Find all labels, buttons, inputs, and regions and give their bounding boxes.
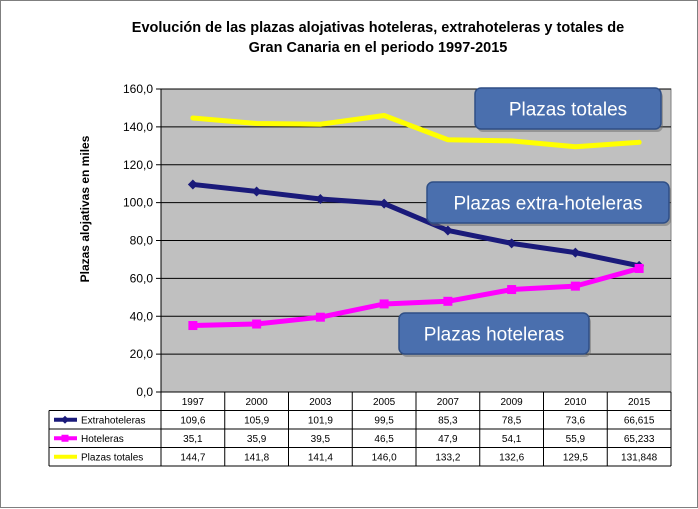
- x-tick-label: 2007: [437, 397, 460, 408]
- data-label: 133,2: [435, 452, 460, 463]
- x-tick-label: 2005: [373, 397, 396, 408]
- callout-box: [426, 181, 670, 224]
- x-tick-label: 2009: [501, 397, 524, 408]
- data-label: 54,1: [502, 434, 522, 445]
- data-point: [506, 238, 517, 249]
- x-tick-label: 2015: [628, 397, 651, 408]
- callouts: Plazas totales Plazas extra-hoteleras Plaz…: [398, 87, 671, 357]
- data-label: 131,848: [621, 452, 658, 463]
- data-point: [570, 281, 580, 291]
- data-label: 99,5: [374, 415, 394, 426]
- data-point: [379, 299, 389, 309]
- callout-box: [398, 312, 590, 355]
- data-label: 105,9: [244, 415, 269, 426]
- callout-label: Plazas totales: [509, 100, 627, 121]
- data-label: 144,7: [180, 452, 205, 463]
- data-label: 39,5: [311, 434, 331, 445]
- series-line-plazas-totales: [190, 113, 642, 150]
- y-tick-label: 140,0: [123, 120, 153, 134]
- y-tick-label: 100,0: [123, 196, 153, 210]
- data-label: 65,233: [624, 434, 655, 445]
- series-line-hoteleras: [190, 265, 642, 329]
- data-label: 55,9: [566, 434, 586, 445]
- legend-label: Plazas totales: [81, 452, 143, 463]
- data-point: [315, 312, 325, 322]
- x-tick-label: 2010: [564, 397, 587, 408]
- data-point: [634, 263, 644, 273]
- data-label: 146,0: [372, 452, 397, 463]
- data-label: 141,4: [308, 452, 333, 463]
- data-label: 46,5: [374, 434, 394, 445]
- callout-label: Plazas extra-hoteleras: [453, 194, 642, 215]
- data-label: 132,6: [499, 452, 524, 463]
- y-tick-label: 160,0: [123, 82, 153, 96]
- data-label: 85,3: [438, 415, 458, 426]
- y-tick-label: 60,0: [130, 271, 154, 285]
- data-point: [443, 296, 453, 306]
- data-label: 73,6: [566, 415, 586, 426]
- x-tick-label: 1997: [182, 397, 205, 408]
- y-tick-label: 40,0: [130, 309, 154, 323]
- x-tick-label: 2000: [246, 397, 269, 408]
- chart-title-line-2: Gran Canaria en el periodo 1997-2015: [249, 40, 508, 56]
- legend-label: Extrahoteleras: [81, 415, 145, 426]
- data-label: 109,6: [180, 415, 205, 426]
- data-point: [379, 198, 390, 209]
- series-line-extrahoteleras: [190, 181, 642, 269]
- y-tick-label: 120,0: [123, 158, 153, 172]
- data-point: [252, 319, 262, 329]
- data-label: 141,8: [244, 452, 269, 463]
- data-table: 1997 2000 2003 2005 2007 2009 2010 2015 Extrahot…: [48, 391, 672, 467]
- y-tick-label: 80,0: [130, 234, 154, 248]
- data-point: [251, 186, 262, 197]
- data-label: 66,615: [624, 415, 655, 426]
- chart-title-line-1: Evolución de las plazas alojativas hotel…: [132, 20, 624, 36]
- data-label: 35,1: [183, 434, 203, 445]
- legend-key-marker: [61, 415, 69, 424]
- data-point: [570, 247, 581, 258]
- data-point: [507, 285, 517, 295]
- callout-box: [474, 87, 662, 130]
- y-tick-label: 20,0: [130, 347, 154, 361]
- data-label: 47,9: [438, 434, 458, 445]
- data-label: 101,9: [308, 415, 333, 426]
- data-point: [187, 179, 198, 190]
- data-point: [315, 194, 326, 205]
- legend-key-marker: [61, 434, 69, 442]
- data-label: 78,5: [502, 415, 522, 426]
- data-point: [442, 225, 453, 236]
- x-tick-label: 2003: [309, 397, 332, 408]
- y-axis-label: Plazas alojativas en miles: [78, 135, 92, 282]
- callout-label: Plazas hoteleras: [424, 325, 564, 346]
- data-label: 35,9: [247, 434, 267, 445]
- data-point: [188, 321, 198, 331]
- legend-label: Hoteleras: [81, 434, 124, 445]
- y-tick-label: 0,0: [136, 385, 153, 399]
- data-label: 129,5: [563, 452, 588, 463]
